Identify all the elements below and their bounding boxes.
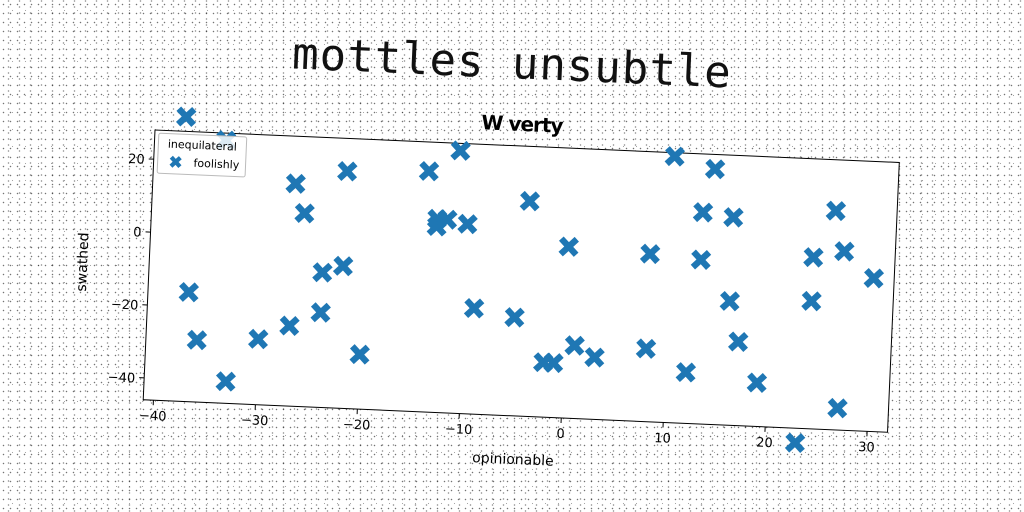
data-point-x-marker <box>279 315 300 337</box>
data-point-x-marker <box>186 329 208 351</box>
data-point-x-marker <box>285 173 306 194</box>
plot-area <box>142 129 900 433</box>
data-point-x-marker <box>719 290 741 312</box>
data-point-x-marker <box>723 207 744 228</box>
x-axis: −40 −30 −20 −10 0 10 20 30 <box>139 400 875 456</box>
data-point-x-marker <box>248 328 269 350</box>
data-point-x-marker <box>635 338 657 359</box>
data-point-x-marker <box>337 161 358 182</box>
data-point-x-marker <box>215 371 236 392</box>
y-tick-label: −20 <box>111 297 139 313</box>
x-tick-label: 10 <box>654 431 671 447</box>
data-point-x-marker <box>825 200 847 222</box>
data-point-x-marker <box>437 209 458 230</box>
x-tick-label: −40 <box>139 409 167 425</box>
data-point-x-marker <box>692 202 714 223</box>
data-point-x-marker <box>584 347 605 368</box>
data-point-x-marker <box>349 344 370 365</box>
data-point-x-marker <box>558 236 579 257</box>
data-point-x-marker <box>312 262 333 283</box>
y-tick-label: 0 <box>133 225 142 240</box>
data-point-x-marker <box>827 397 848 419</box>
data-point-x-marker <box>564 335 585 356</box>
data-point-x-marker <box>175 106 197 127</box>
data-point-x-marker <box>294 202 315 224</box>
data-point-x-marker <box>704 158 726 180</box>
data-point-x-marker <box>834 241 855 262</box>
y-tick-label: −40 <box>107 370 135 386</box>
data-point-x-marker <box>690 249 712 270</box>
y-axis: −40 −20 0 20 <box>107 152 154 386</box>
x-tick-label: −20 <box>343 417 371 433</box>
x-axis-label: opinionable <box>472 450 554 470</box>
legend: inequilateral foolishly <box>156 132 248 178</box>
legend-marker-x-icon <box>169 155 182 169</box>
legend-entry-label: foolishly <box>193 157 240 172</box>
data-point-x-marker <box>504 307 525 328</box>
data-point-x-marker <box>519 190 541 212</box>
x-tick-label: 20 <box>756 436 773 452</box>
data-point-x-marker <box>675 362 697 383</box>
data-point-x-marker <box>784 432 806 454</box>
data-point-x-marker <box>639 243 661 265</box>
data-points <box>175 106 885 454</box>
data-point-x-marker <box>728 331 749 352</box>
y-axis-label: swathed <box>74 232 93 292</box>
data-point-x-marker <box>801 290 822 312</box>
data-point-x-marker <box>332 255 354 277</box>
data-point-x-marker <box>418 160 440 182</box>
data-point-x-marker <box>746 372 768 393</box>
data-point-x-marker <box>863 268 885 289</box>
data-point-x-marker <box>803 247 824 268</box>
data-point-x-marker <box>450 140 471 161</box>
data-point-x-marker <box>310 302 331 323</box>
x-tick-label: −30 <box>241 413 269 429</box>
data-point-x-marker <box>664 146 686 167</box>
data-point-x-marker <box>543 352 564 374</box>
data-point-x-marker <box>463 298 485 319</box>
y-tick-label: 20 <box>128 152 145 168</box>
data-point-x-marker <box>457 213 478 235</box>
x-tick-label: −10 <box>445 422 473 438</box>
x-tick-label: 0 <box>556 427 565 442</box>
legend-title: inequilateral <box>168 138 238 154</box>
data-point-x-marker <box>178 281 200 303</box>
x-tick-label: 30 <box>858 440 875 456</box>
